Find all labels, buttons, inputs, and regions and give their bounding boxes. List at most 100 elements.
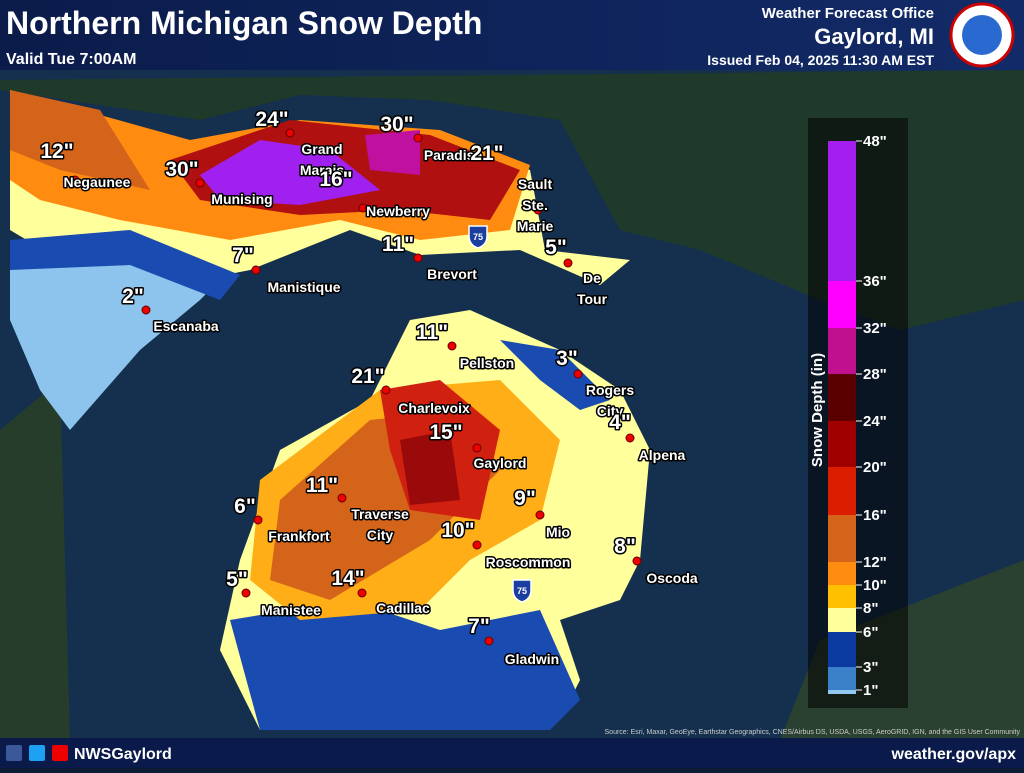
wisconsin-land <box>0 380 70 740</box>
snow-value: 21" <box>470 142 503 165</box>
city-name: De Tour <box>577 270 608 307</box>
city-name: Manistee <box>261 602 321 618</box>
legend-label: 28" <box>863 366 887 383</box>
snow-lp-blue-north <box>500 340 610 410</box>
valid-time: Valid Tue 7:00AM <box>6 51 136 68</box>
legend-panel <box>808 118 908 708</box>
canada-land <box>0 70 1024 330</box>
snow-value: 24" <box>255 108 288 131</box>
legend-label: 24" <box>863 413 887 430</box>
snow-up-magenta <box>365 130 420 175</box>
city-dot <box>447 341 457 351</box>
city-name: Roscommon <box>486 554 571 570</box>
city-name: Frankfort <box>268 528 330 544</box>
city-name: Cadillac <box>376 600 430 616</box>
header-bar <box>0 0 1024 70</box>
snow-value: 21" <box>351 365 384 388</box>
snow-value: 30" <box>380 113 413 136</box>
facebook-icon[interactable] <box>6 745 22 761</box>
snow-value: 2" <box>122 285 144 308</box>
twitter-icon[interactable] <box>29 745 45 761</box>
city-name: Escanaba <box>153 318 219 334</box>
legend-label: 12" <box>863 554 887 571</box>
interstate-number: 75 <box>473 232 483 242</box>
city-dot <box>357 588 367 598</box>
city-dot <box>632 556 642 566</box>
legend-band <box>828 608 856 632</box>
city-name: Gladwin <box>505 651 559 667</box>
footer-bar <box>0 738 1024 768</box>
city-dot <box>241 588 251 598</box>
legend-label: 6" <box>863 624 878 641</box>
city-dot <box>195 178 205 188</box>
legend-label: 8" <box>863 600 878 617</box>
city-dot <box>413 133 423 143</box>
legend-band <box>828 421 856 467</box>
snow-value: 16" <box>319 168 352 191</box>
social-handle[interactable]: NWSGaylord <box>74 746 172 763</box>
legend-band <box>828 562 856 585</box>
snow-value: 5" <box>226 568 248 591</box>
legend-band <box>828 585 856 608</box>
city-dot <box>381 385 391 395</box>
city-name: Oscoda <box>646 570 698 586</box>
snow-value: 4" <box>609 411 631 434</box>
snow-up-purple <box>200 140 380 205</box>
legend-label: 20" <box>863 459 887 476</box>
city-dot <box>533 205 543 215</box>
city-dot <box>563 258 573 268</box>
snow-value: 11" <box>306 474 338 497</box>
city-name: Newberry <box>366 203 430 219</box>
snow-value: 3" <box>556 347 578 370</box>
city-name: Manistique <box>267 279 340 295</box>
city-name: Alpena <box>639 447 686 463</box>
snow-value: 11" <box>416 321 448 344</box>
snow-value: 9" <box>514 487 536 510</box>
snow-value: 10" <box>441 519 474 542</box>
snow-value: 14" <box>331 567 364 590</box>
city-dot <box>141 305 151 315</box>
snow-value: 11" <box>382 233 414 256</box>
city-dot <box>472 443 482 453</box>
city-dot <box>484 636 494 646</box>
city-name: Pellston <box>460 355 514 371</box>
legend-band <box>828 690 856 694</box>
city-dot <box>251 265 261 275</box>
legend-band <box>828 632 856 667</box>
nws-logo-inner <box>962 15 1002 55</box>
interstate-shield <box>512 579 532 603</box>
legend-band <box>828 374 856 421</box>
city-dot <box>413 253 423 263</box>
website[interactable]: weather.gov/apx <box>891 746 1017 763</box>
youtube-icon[interactable] <box>52 745 68 761</box>
city-name: Mio <box>546 524 570 540</box>
city-dot <box>70 175 80 185</box>
legend-band <box>828 515 856 562</box>
snow-value: 7" <box>468 615 490 638</box>
legend-band <box>828 467 856 515</box>
city-name: Traverse City <box>351 506 409 543</box>
office-location: Gaylord, MI <box>814 24 934 49</box>
city-name: Negaunee <box>64 174 131 190</box>
legend-label: 36" <box>863 273 887 290</box>
city-name: Munising <box>211 191 272 207</box>
snow-up-lightblue <box>10 240 220 430</box>
legend-label: 32" <box>863 320 887 337</box>
city-dot <box>573 369 583 379</box>
city-dot <box>472 540 482 550</box>
snow-value: 8" <box>614 535 636 558</box>
snow-lp-darkred <box>400 430 460 505</box>
snow-value: 15" <box>429 421 462 444</box>
city-name: Paradise <box>424 147 483 163</box>
city-dot <box>337 493 347 503</box>
snow-value: 30" <box>165 158 198 181</box>
legend-band <box>828 667 856 690</box>
legend-label: 10" <box>863 577 887 594</box>
office-name: Weather Forecast Office <box>762 5 934 22</box>
city-dot <box>358 203 368 213</box>
snow-up-blue <box>10 230 240 300</box>
title: Northern Michigan Snow Depth <box>6 5 482 41</box>
source-credit: Source: Esri, Maxar, GeoEye, Earthstar G… <box>605 729 1021 736</box>
